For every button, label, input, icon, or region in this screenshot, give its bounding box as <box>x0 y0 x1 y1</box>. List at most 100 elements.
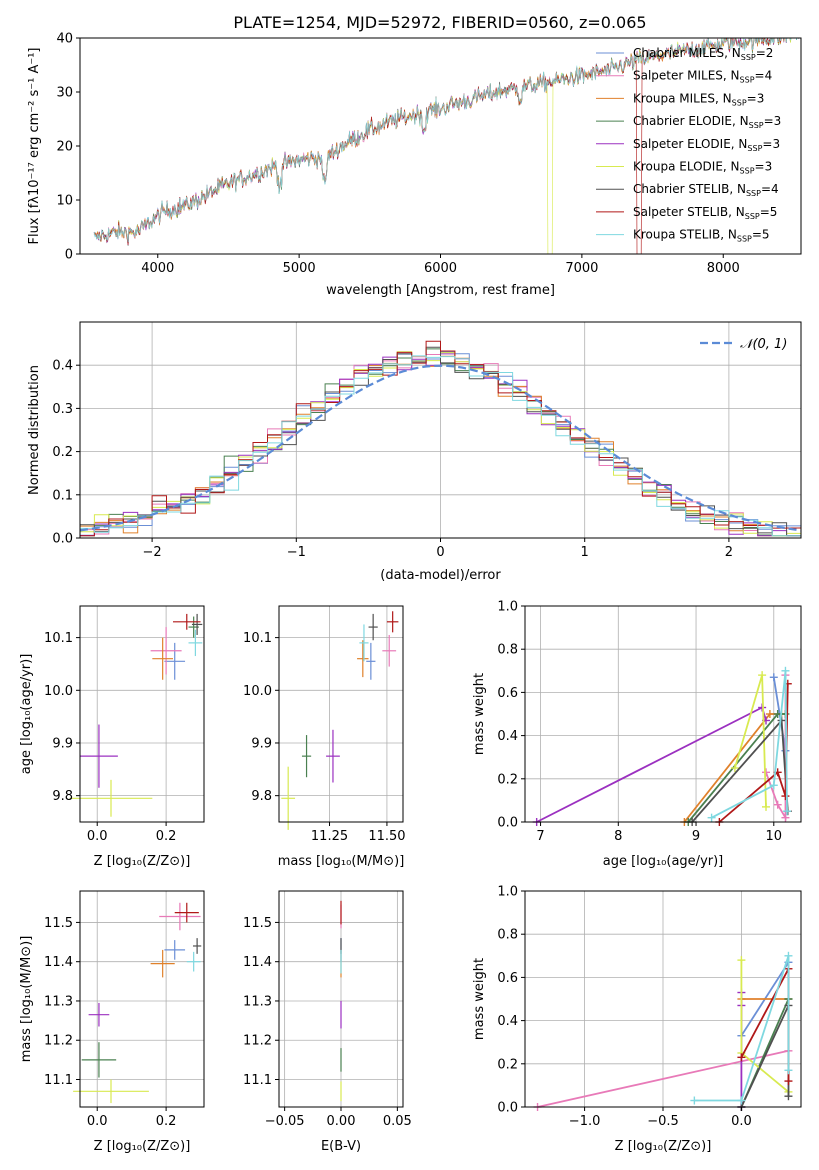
legend-text: Kroupa ELODIE, N <box>633 160 740 174</box>
x-tick-label: 8 <box>614 829 622 844</box>
y-tick-label: 0.0 <box>497 816 518 831</box>
x-tick-label: 0.05 <box>383 1114 412 1129</box>
x-axis-label: mass [log₁₀(M/M⊙)] <box>278 854 405 869</box>
legend-entry: Salpeter MILES, NSSP=4 <box>633 69 772 85</box>
x-tick-label: −2 <box>143 545 162 560</box>
legend-subscript: SSP <box>741 53 756 62</box>
histogram-series <box>80 348 801 537</box>
x-axis-label: E(B-V) <box>321 1139 361 1154</box>
x-tick-label: 10 <box>766 829 783 844</box>
y-axis-label: Normed distribution <box>27 365 42 495</box>
legend-value: =5 <box>760 205 778 219</box>
legend-entry: 𝒩(0, 1) <box>740 337 787 352</box>
x-axis-label: Z [log₁₀(Z/Z⊙)] <box>615 1139 712 1154</box>
y-tick-label: 0.6 <box>497 686 518 701</box>
x-axis-label: Z [log₁₀(Z/Z⊙)] <box>94 854 191 869</box>
data-point <box>326 729 340 783</box>
mass-vs-ebv-panel: −0.05 0.00 0.05 11.1 11.2 11.3 11.4 11.5 E(B-V) <box>243 890 412 1154</box>
x-tick-label: 0.0 <box>87 1114 108 1129</box>
y-tick-label: 40 <box>56 32 73 47</box>
data-point <box>150 949 175 978</box>
legend-text: Chabrier MILES, N <box>633 46 741 60</box>
legend-text: Chabrier ELODIE, N <box>633 114 749 128</box>
y-tick-label: 20 <box>56 140 73 155</box>
y-tick-label: 0.6 <box>497 971 518 986</box>
legend-entry: Chabrier ELODIE, NSSP=3 <box>633 114 781 130</box>
y-tick-label: 1.0 <box>497 600 518 615</box>
data-point <box>164 940 186 960</box>
data-point <box>88 1002 110 1027</box>
legend-entry: Chabrier STELIB, NSSP=4 <box>633 182 779 198</box>
mass-vs-metallicity-panel: 0.0 0.2 11.1 11.2 11.3 11.4 11.5 Z [log₁₀(Z/Z⊙)… <box>19 890 205 1154</box>
y-tick-label: 11.3 <box>44 994 73 1009</box>
legend-text: Kroupa MILES, N <box>633 91 732 105</box>
legend-value: =3 <box>747 91 765 105</box>
age-vs-metallicity-panel: 0.0 0.2 9.8 9.9 10.0 10.1 Z [log₁₀(Z/Z⊙)] age [… <box>19 605 205 869</box>
y-tick-label: 0.8 <box>497 643 518 658</box>
data-point <box>386 611 399 633</box>
spectrum-series-line <box>93 38 798 243</box>
legend-subscript: SSP <box>746 189 761 198</box>
x-axis-label: (data-model)/error <box>380 568 501 583</box>
weight-series-line <box>711 670 788 819</box>
legend-value: =3 <box>762 137 780 151</box>
data-point <box>359 624 369 662</box>
legend-value: =5 <box>752 228 770 242</box>
x-axis-label: Z [log₁₀(Z/Z⊙)] <box>94 1139 191 1154</box>
legend-subscript: SSP <box>747 144 762 153</box>
y-tick-label: 0.2 <box>497 772 518 787</box>
y-tick-label: 11.4 <box>44 955 73 970</box>
legend-entry: Kroupa MILES, NSSP=3 <box>633 91 764 107</box>
y-tick-label: 0.4 <box>497 1014 518 1029</box>
data-point <box>81 1042 117 1078</box>
axes-frame <box>524 605 802 823</box>
legend-value: =3 <box>764 114 782 128</box>
y-tick-label: 9.9 <box>52 736 73 751</box>
y-tick-label: 0.4 <box>52 359 73 374</box>
y-axis-label: age [log₁₀(age/yr)] <box>19 654 34 775</box>
axes-frame <box>79 890 205 1108</box>
legend-subscript: SSP <box>740 76 755 85</box>
y-tick-label: 0.1 <box>52 488 73 503</box>
legend-subscript: SSP <box>737 235 752 244</box>
y-tick-label: 11.5 <box>44 916 73 931</box>
y-tick-label: 10.0 <box>243 684 272 699</box>
legend-subscript: SSP <box>732 98 747 107</box>
data-point <box>80 724 118 788</box>
data-point <box>281 766 296 830</box>
legend-text: Salpeter STELIB, N <box>633 205 745 219</box>
y-tick-label: 10 <box>56 194 73 209</box>
y-tick-label: 0.0 <box>52 532 73 547</box>
data-point <box>159 902 201 931</box>
x-tick-label: 6000 <box>424 261 457 276</box>
weight-series-line <box>694 955 790 1102</box>
y-tick-label: 11.2 <box>44 1034 73 1049</box>
y-tick-label: 0.3 <box>52 402 73 417</box>
x-axis-label: wavelength [Angstrom, rest frame] <box>326 283 555 298</box>
data-point <box>368 613 378 641</box>
y-tick-label: 10.0 <box>44 684 73 699</box>
x-axis-label: age [log₁₀(age/yr)] <box>603 854 724 869</box>
x-tick-label: −1 <box>287 545 306 560</box>
data-point <box>73 1079 149 1104</box>
x-tick-label: 11.25 <box>311 829 348 844</box>
histogram-series <box>80 355 801 537</box>
x-tick-label: −1.0 <box>569 1114 601 1129</box>
normal-curve <box>80 364 801 532</box>
x-tick-label: 7 <box>536 829 544 844</box>
data-point <box>357 640 369 678</box>
legend-text: Salpeter MILES, N <box>633 69 740 83</box>
legend-subscript: SSP <box>745 212 760 221</box>
y-tick-label: 30 <box>56 86 73 101</box>
legend-value: =3 <box>755 160 773 174</box>
legend-entry: Kroupa STELIB, NSSP=5 <box>633 228 770 244</box>
data-point <box>301 735 312 778</box>
y-tick-label: 0.2 <box>52 445 73 460</box>
data-point <box>192 938 202 954</box>
y-tick-label: 9.9 <box>251 736 272 751</box>
y-tick-label: 9.8 <box>251 789 272 804</box>
y-tick-label: 10.1 <box>243 631 272 646</box>
data-point <box>186 951 201 972</box>
